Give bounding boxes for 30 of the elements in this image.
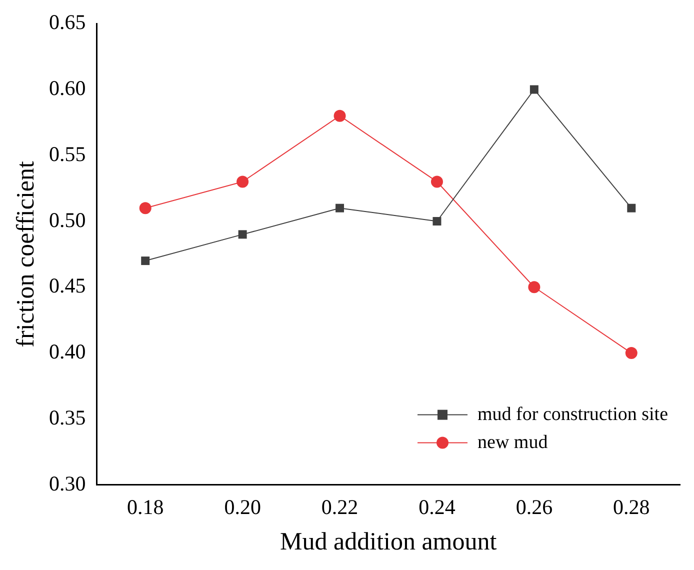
x-tick-label: 0.24 — [418, 494, 456, 519]
point — [334, 110, 346, 122]
point — [238, 230, 247, 239]
point — [139, 202, 152, 214]
point — [625, 347, 638, 360]
point — [336, 204, 344, 212]
point — [236, 176, 249, 188]
point — [141, 256, 150, 266]
y-tick-label: 0.50 — [49, 208, 86, 232]
point — [528, 281, 540, 294]
y-tick-label: 0.35 — [49, 405, 86, 430]
point — [530, 85, 538, 94]
point — [430, 176, 443, 188]
x-tick-label: 0.22 — [321, 494, 358, 519]
y-tick-label: 0.65 — [49, 10, 86, 34]
legend-label: mud for construction site — [478, 404, 668, 425]
x-tick-label: 0.26 — [516, 494, 553, 519]
x-tick-label: 0.28 — [613, 494, 650, 519]
x-tick-label: 0.20 — [224, 494, 261, 519]
legend-label: new mud — [478, 432, 548, 453]
y-tick-label: 0.45 — [49, 274, 86, 298]
y-tick-label: 0.40 — [49, 340, 86, 364]
x-tick-label: 0.18 — [126, 494, 164, 519]
point — [432, 217, 442, 226]
y-tick-label: 0.30 — [49, 471, 86, 496]
point — [627, 204, 636, 212]
x-axis-title: Mud addition amount — [280, 528, 497, 556]
y-tick-label: 0.55 — [49, 142, 86, 166]
y-axis-title: friction coefficient — [12, 161, 40, 348]
y-tick-label: 0.60 — [49, 76, 86, 100]
